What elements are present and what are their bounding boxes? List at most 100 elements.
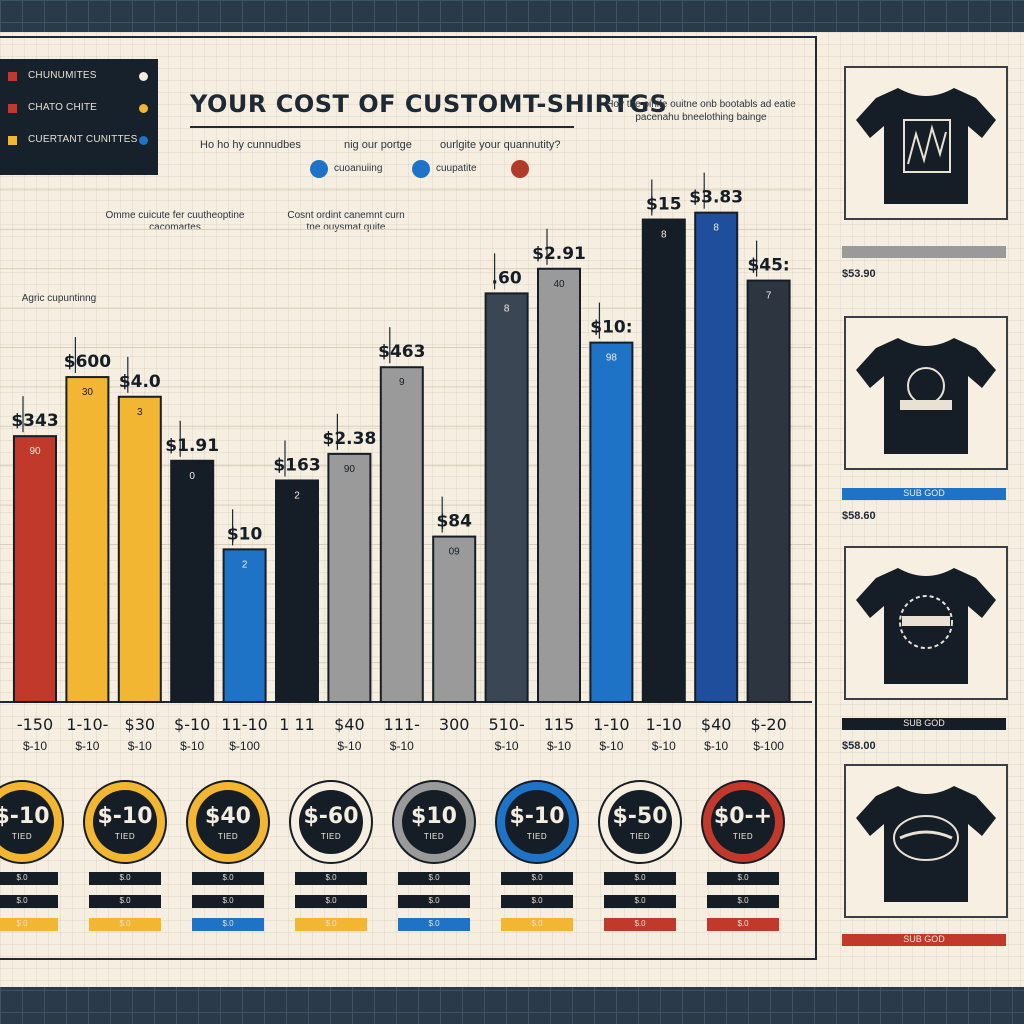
price-badge: $-10 TIED	[495, 780, 579, 864]
badge-sub: TIED	[629, 832, 651, 841]
legend-swatch	[8, 72, 17, 81]
tshirt-card	[844, 764, 1008, 918]
annotation: Cosnt ordint canemnt curn tne ouysmat qu…	[287, 210, 405, 233]
bar-index-label: 3	[137, 407, 143, 418]
badge-price: $40	[205, 804, 251, 829]
category-label: $40	[334, 715, 365, 734]
badge-price: $-60	[303, 804, 359, 829]
price-strip: $.0	[0, 872, 58, 885]
bar-chart: $34390-150$-10$600301-10-$-10$4.03$30$-1…	[0, 172, 812, 753]
tshirt-icon	[856, 338, 996, 454]
price-strip: $.0	[89, 872, 161, 885]
bar-price-label: $3.83	[689, 188, 743, 208]
subtitle-right: ourlgite your quannutity?	[440, 139, 561, 151]
strip-label: $.0	[222, 919, 234, 928]
legend-item: CHUNUMITES	[8, 67, 154, 87]
price-strip: $.0	[501, 895, 573, 908]
badge-sub: TIED	[732, 832, 754, 841]
bar-price-label: $84	[436, 512, 472, 532]
card-price: $53.90	[842, 268, 876, 280]
bar-index-label: 90	[29, 446, 41, 457]
bar	[222, 548, 267, 704]
annotation: Omme cuicute fer cuutheoptine cacomartes	[105, 210, 245, 233]
legend-label: CUERTANT CUNITTES	[28, 134, 138, 145]
bar	[379, 366, 424, 703]
bar	[641, 218, 686, 704]
bar	[13, 435, 57, 703]
strip-label: $.0	[634, 896, 646, 905]
card-price: $58.60	[842, 510, 876, 522]
bar-index-label: 8	[504, 303, 510, 314]
bar	[117, 395, 162, 703]
strip-label: $.0	[428, 873, 440, 882]
category-label: -150	[17, 715, 53, 734]
strip-label: $.0	[634, 919, 646, 928]
price-strip: $.0	[604, 895, 676, 908]
price-badge: $0-+ TIED	[701, 780, 785, 864]
subtitle-mid: nig our portge	[344, 139, 412, 151]
category-sublabel: $-10	[390, 739, 414, 753]
price-badge: $-60 TIED	[289, 780, 373, 864]
category-sublabel: $-10	[180, 739, 204, 753]
category-sublabel: $-10	[23, 739, 47, 753]
bar	[537, 267, 581, 703]
bar	[484, 292, 529, 703]
strip-label: $.0	[325, 896, 337, 905]
bar-price-label: $10:	[590, 318, 632, 338]
legend: CHUNUMITES CHATO CHITE CUERTANT CUNITTES	[0, 59, 158, 175]
price-strip: $.0	[707, 918, 779, 931]
bar-price-label: $2.91	[532, 244, 586, 264]
bar-index-label: 09	[449, 547, 461, 558]
bar-index-label: 90	[344, 464, 356, 475]
category-sublabel: $-10	[652, 739, 676, 753]
category-sublabel: $-100	[753, 739, 784, 753]
bar	[170, 459, 215, 703]
bar	[65, 376, 110, 703]
strip-label: $.0	[531, 896, 543, 905]
badge-inner: $-10 TIED	[505, 790, 569, 854]
bar-price-label: $15	[646, 195, 682, 215]
strip-label: $.0	[325, 873, 337, 882]
legend-dot	[139, 72, 148, 81]
price-strip: $.0	[501, 872, 573, 885]
tshirt-icon	[856, 786, 996, 902]
badge-price: $-10	[0, 804, 50, 829]
bar-index-label: 2	[242, 559, 248, 570]
bar	[746, 279, 791, 703]
bar-price-label: $343	[11, 411, 58, 431]
price-strip: $.0	[707, 872, 779, 885]
bar-price-label: $1.91	[165, 436, 219, 456]
bar-price-label: $463	[378, 342, 425, 362]
badge-sub: TIED	[11, 832, 33, 841]
badge-price: $10	[411, 804, 457, 829]
badge-sub: TIED	[217, 832, 239, 841]
price-strip: $.0	[192, 895, 264, 908]
bar-index-label: 40	[553, 279, 565, 290]
legend-item: CHATO CHITE	[8, 99, 154, 119]
category-sublabel: $-10	[547, 739, 571, 753]
strip-label: $.0	[634, 873, 646, 882]
category-label: $-10	[174, 715, 210, 734]
chip-circle	[412, 160, 430, 178]
strip-label: $.0	[222, 873, 234, 882]
bar-price-label: $4.0	[119, 372, 161, 392]
chart-title: YOUR COST OF CUSTOMT-SHIRTGS	[190, 90, 668, 118]
tshirt-card	[844, 316, 1008, 470]
strip-label: $.0	[16, 919, 28, 928]
strip-label: $.0	[428, 896, 440, 905]
category-sublabel: $-10	[337, 739, 361, 753]
strip-label: $.0	[16, 873, 28, 882]
badge-inner: $-50 TIED	[608, 790, 672, 854]
badge-price: $-50	[612, 804, 668, 829]
price-strip: $.0	[604, 918, 676, 931]
strip-label: $.0	[428, 919, 440, 928]
bar-price-label: $600	[64, 352, 111, 372]
price-strip: $.0	[398, 918, 470, 931]
tshirt-card	[844, 66, 1008, 220]
category-label: 111-	[384, 715, 420, 734]
category-label: 510-	[488, 715, 524, 734]
bar-index-label: 8	[661, 230, 667, 241]
strip-label: $.0	[119, 873, 131, 882]
price-strip: $.0	[398, 895, 470, 908]
strip-label: $.0	[737, 919, 749, 928]
